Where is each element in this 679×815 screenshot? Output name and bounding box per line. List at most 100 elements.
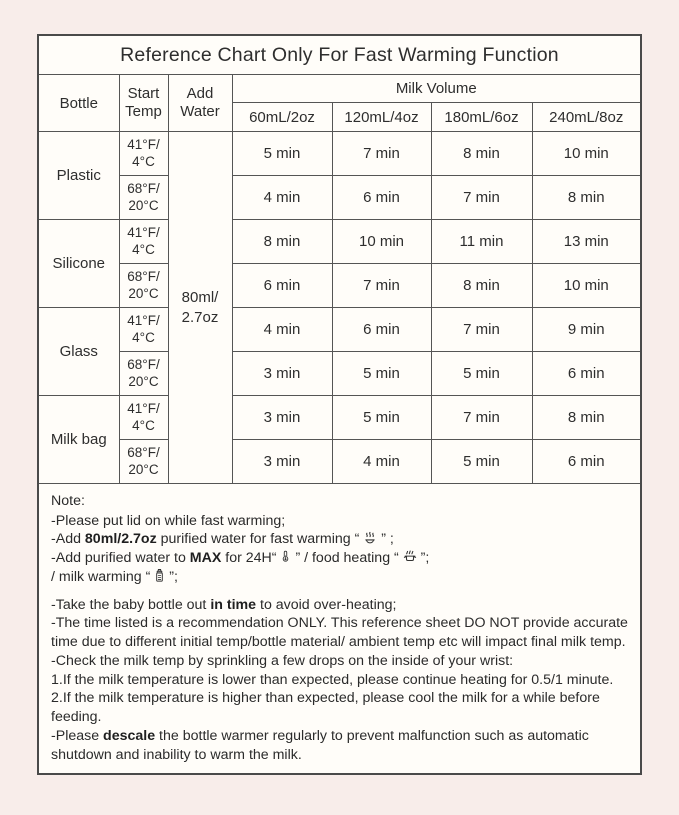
note-text: purified water for fast warming “ xyxy=(156,531,360,548)
warming-time-cell: 10 min xyxy=(331,219,432,264)
warming-time-cell: 10 min xyxy=(531,263,640,308)
note-bold-text: in time xyxy=(210,596,257,613)
warming-time-cell: 5 min xyxy=(331,395,432,440)
note-line: 2.If the milk temperature is higher than… xyxy=(51,689,628,726)
table-row: Plastic 41°F/4°C 80ml/2.7oz 5 min 7 min 8 min… xyxy=(39,131,640,484)
header-milk-volume: Milk Volume xyxy=(231,74,640,103)
warming-time-cell: 5 min xyxy=(331,351,432,396)
note-text: ” / food heating “ xyxy=(295,550,399,567)
start-temp-line: 4°C xyxy=(132,153,155,169)
start-temp-line: 41°F/ xyxy=(127,400,160,416)
note-text: -Please xyxy=(51,727,104,744)
warming-time-cell: 8 min xyxy=(231,219,333,264)
note-bold-text: MAX xyxy=(189,550,222,567)
warming-time-cell: 3 min xyxy=(231,351,333,396)
note-line: -Add purified water to MAX for 24H“ ” / … xyxy=(51,549,628,568)
warming-time-cell: 3 min xyxy=(231,395,333,440)
start-temp-cell: 68°F/20°C xyxy=(119,175,169,220)
title-row: Reference Chart Only For Fast Warming Fu… xyxy=(39,36,640,75)
warming-time-cell: 4 min xyxy=(231,175,333,220)
header-row-1: Bottle Start Temp Add Water Milk Volume xyxy=(39,74,640,132)
food-heating-icon xyxy=(403,550,417,564)
warming-time-cell: 5 min xyxy=(430,439,533,484)
start-temp-line: 41°F/ xyxy=(127,136,160,152)
note-text: ”; xyxy=(420,550,430,567)
warming-time-cell: 7 min xyxy=(331,131,432,176)
note-text: the bottle warmer regularly to prevent m… xyxy=(51,727,589,763)
note-line: -Add 80ml/2.7oz purified water for fast … xyxy=(51,530,628,549)
add-water-value-cell: 80ml/2.7oz xyxy=(167,131,233,484)
note-bold-text: descale xyxy=(103,727,156,744)
table-row: Silicone 41°F/4°C 8 min 10 min 11 min 13 min xyxy=(39,219,640,308)
note-text: ” ; xyxy=(381,531,394,548)
note-line: 1.If the milk temperature is lower than … xyxy=(51,671,628,690)
warming-time-cell: 7 min xyxy=(331,263,432,308)
note-text: to avoid over-heating; xyxy=(256,596,397,613)
warming-time-cell: 6 min xyxy=(331,307,432,352)
start-temp-line: 20°C xyxy=(128,373,159,389)
warming-time-cell: 4 min xyxy=(231,307,333,352)
warming-table-body: Plastic 41°F/4°C 80ml/2.7oz 5 min 7 min 8 min… xyxy=(39,131,640,484)
start-temp-line: 68°F/ xyxy=(127,356,160,372)
note-text: / milk warming “ xyxy=(51,568,151,585)
header-bottle: Bottle xyxy=(39,74,120,132)
header-volume-60ml: 60mL/2oz xyxy=(232,102,333,132)
header-add-water: Add Water xyxy=(167,74,233,132)
note-text: -Check the milk temp by sprinkling a few… xyxy=(51,652,514,669)
note-bold-text: 80ml/2.7oz xyxy=(84,531,157,548)
note-text: ”; xyxy=(169,568,178,585)
warming-time-table: Reference Chart Only For Fast Warming Fu… xyxy=(39,36,640,484)
warming-time-cell: 6 min xyxy=(531,351,640,396)
start-temp-cell: 68°F/20°C xyxy=(119,439,169,484)
warming-time-cell: 8 min xyxy=(531,395,640,440)
table-row: Glass 41°F/4°C 4 min 6 min 7 min 9 min xyxy=(39,307,640,396)
start-temp-cell: 41°F/4°C xyxy=(118,131,169,176)
warming-time-cell: 13 min xyxy=(531,219,640,264)
warming-time-cell: 6 min xyxy=(231,263,333,308)
table-row: 68°F/20°C 4 min 6 min 7 min 8 min xyxy=(39,175,640,220)
note-label: Note: xyxy=(51,493,85,509)
warming-time-cell: 10 min xyxy=(531,131,640,176)
start-temp-line: 4°C xyxy=(132,241,155,257)
warming-time-cell: 7 min xyxy=(430,175,533,220)
warming-time-cell: 5 min xyxy=(231,131,333,176)
note-text: 2.If the milk temperature is higher than… xyxy=(51,690,600,726)
bottle-type-cell: Plastic xyxy=(39,131,120,220)
warming-time-cell: 3 min xyxy=(231,439,333,484)
bottle-type-cell: Milk bag xyxy=(39,395,120,484)
note-line: -Take the baby bottle out in time to avo… xyxy=(51,596,628,615)
warming-time-cell: 8 min xyxy=(531,175,640,220)
header-start-temp: Start Temp xyxy=(118,74,169,132)
note-text: -Add xyxy=(51,531,85,548)
note-lines: -Please put lid on while fast warming; -A… xyxy=(51,512,628,765)
header-add-water-line1: Add xyxy=(186,85,214,102)
note-section: Note: -Please put lid on while fast warm… xyxy=(39,484,640,764)
note-line: -Please descale the bottle warmer regula… xyxy=(51,727,628,764)
warming-time-cell: 5 min xyxy=(430,351,533,396)
start-temp-line: 68°F/ xyxy=(127,180,160,196)
start-temp-cell: 68°F/20°C xyxy=(119,351,169,396)
start-temp-line: 20°C xyxy=(128,285,159,301)
milk-warming-bottle-icon xyxy=(154,568,165,583)
start-temp-cell: 41°F/4°C xyxy=(118,395,169,440)
fast-warming-icon xyxy=(363,531,377,545)
table-row: 68°F/20°C 3 min 5 min 5 min 6 min xyxy=(39,351,640,396)
note-text: 1.If the milk temperature is lower than … xyxy=(51,671,614,688)
warming-time-cell: 8 min xyxy=(430,263,533,308)
reference-chart-card: Reference Chart Only For Fast Warming Fu… xyxy=(37,34,642,775)
start-temp-line: 20°C xyxy=(128,197,159,213)
add-water-line2: 2.7oz xyxy=(181,308,219,326)
start-temp-cell: 41°F/4°C xyxy=(118,307,169,352)
start-temp-line: 41°F/ xyxy=(127,312,160,328)
thermometer-icon xyxy=(280,549,291,564)
note-line: -Please put lid on while fast warming; xyxy=(51,512,628,531)
bottle-type-cell: Silicone xyxy=(39,219,120,308)
warming-time-cell: 4 min xyxy=(331,439,432,484)
note-line: / milk warming “ ”; xyxy=(51,568,628,587)
note-text: for 24H“ xyxy=(221,550,277,567)
start-temp-line: 20°C xyxy=(128,461,159,477)
header-volume-180ml: 180mL/6oz xyxy=(430,102,533,132)
table-row: Milk bag 41°F/4°C 3 min 5 min 7 min 8 min xyxy=(39,395,640,484)
table-row: 68°F/20°C 3 min 4 min 5 min 6 min xyxy=(39,439,640,484)
